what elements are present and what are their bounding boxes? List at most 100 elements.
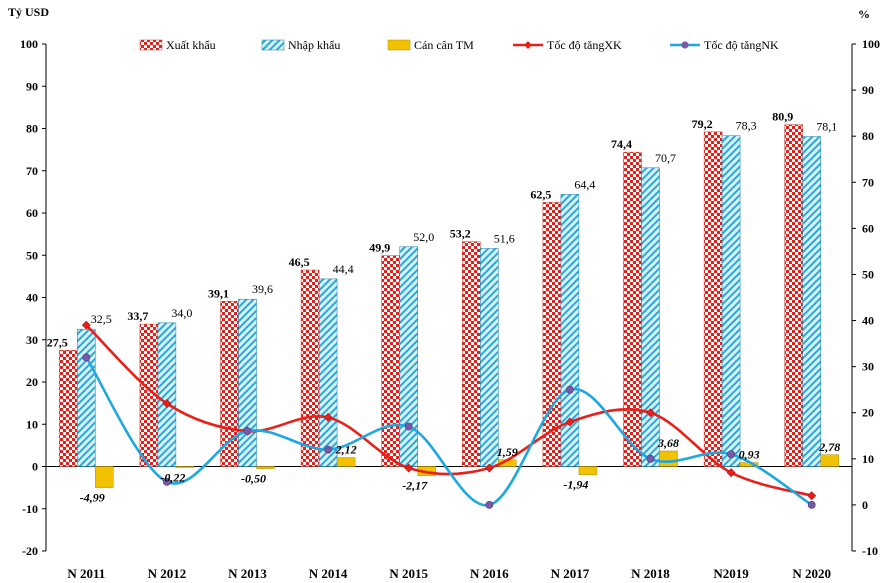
right-tick-label: 70 (862, 175, 874, 189)
bar-nhap-khau (77, 328, 96, 467)
left-axis-unit: Tỷ USD (8, 5, 49, 19)
legend-label: Xuất khẩu (166, 38, 216, 52)
label-xuat-khau: 27,5 (47, 335, 68, 349)
label-nhap-khau: 64,4 (574, 177, 595, 191)
right-tick-label: 10 (862, 452, 874, 466)
right-tick-label: 100 (862, 37, 880, 51)
legend-swatch (261, 39, 285, 51)
legend-label: Cán cân TM (414, 38, 474, 52)
legend-swatch (387, 39, 411, 51)
category-label: N 2011 (67, 566, 105, 581)
label-can-can: 3,68 (657, 436, 679, 450)
left-tick-label: 20 (26, 375, 38, 389)
label-xuat-khau: 46,5 (289, 255, 310, 269)
category-label: N 2012 (148, 566, 187, 581)
label-xuat-khau: 49,9 (369, 241, 390, 255)
label-can-can: -1,94 (563, 478, 588, 492)
bar-xuat-khau (703, 131, 723, 467)
label-nhap-khau: 34,0 (171, 306, 192, 320)
label-nhap-khau: 51,6 (494, 231, 515, 245)
bar-nhap-khau (802, 136, 821, 467)
right-tick-label: 50 (862, 267, 874, 281)
bar-xuat-khau (381, 255, 400, 467)
right-tick-label: 20 (862, 406, 874, 420)
marker-toc-do-nk (807, 501, 816, 509)
left-tick-label: 10 (26, 417, 38, 431)
left-tick-label: 90 (26, 79, 38, 93)
label-xuat-khau: 62,5 (530, 187, 551, 201)
legend-marker (681, 41, 689, 49)
bar-xuat-khau (59, 350, 78, 467)
left-tick-label: 100 (20, 37, 38, 51)
marker-toc-do-xk (807, 491, 817, 501)
bar-nhap-khau (721, 135, 741, 467)
category-label: N 2020 (792, 566, 831, 581)
label-xuat-khau: 33,7 (127, 309, 148, 323)
marker-toc-do-xk (565, 417, 575, 427)
label-can-can: -0,22 (160, 470, 185, 484)
label-can-can: 1,59 (497, 445, 518, 459)
left-tick-label: 80 (26, 122, 38, 136)
marker-toc-do-xk (646, 408, 655, 418)
label-xuat-khau: 74,4 (611, 137, 632, 151)
marker-toc-do-nk (485, 501, 494, 509)
label-nhap-khau: 39,6 (252, 282, 273, 296)
bar-nhap-khau (641, 167, 660, 467)
category-label: N 2014 (309, 566, 348, 581)
left-tick-label: 30 (26, 333, 38, 347)
bar-can-can (175, 466, 195, 468)
legend-swatch (139, 39, 163, 51)
marker-toc-do-nk (646, 454, 655, 463)
legend-label: Tốc độ tăngNK (704, 38, 779, 52)
bar-nhap-khau (560, 194, 580, 467)
label-can-can: 2,78 (818, 440, 840, 454)
bar-can-can (95, 466, 114, 488)
bar-nhap-khau (157, 322, 177, 467)
label-can-can: 2,12 (335, 443, 357, 457)
bar-xuat-khau (784, 124, 803, 467)
legend-label: Tốc độ tăngXK (547, 38, 622, 52)
category-label: N 2016 (470, 566, 509, 581)
legend-marker (524, 41, 532, 49)
label-can-can: -2,17 (402, 479, 428, 493)
data-labels-layer: 27,5 33,7 39,1 46,5 49,9 53,2 62,5 74,4 79,2 80,9… (47, 110, 840, 505)
bar-nhap-khau (399, 246, 418, 467)
bar-can-can (578, 466, 598, 475)
category-label: N2019 (713, 566, 749, 581)
bars-layer (59, 124, 839, 488)
marker-toc-do-nk (727, 450, 735, 459)
axes-layer: 1009080706050403020100-10-20100908070605… (8, 5, 880, 581)
label-can-can: -4,99 (80, 491, 105, 505)
label-xuat-khau: 79,2 (692, 117, 713, 131)
left-tick-label: 50 (26, 248, 38, 262)
lines-layer (81, 320, 817, 509)
line-toc-do-xk (85, 324, 813, 497)
label-nhap-khau: 78,3 (736, 119, 757, 133)
left-tick-label: -10 (22, 502, 38, 516)
bar-xuat-khau (623, 151, 642, 467)
category-label: N 2013 (228, 566, 267, 581)
label-xuat-khau: 53,2 (450, 227, 471, 241)
marker-toc-do-xk (81, 320, 91, 330)
bar-nhap-khau (238, 298, 257, 467)
right-axis-unit: % (858, 7, 870, 21)
marker-toc-do-nk (82, 353, 91, 362)
right-tick-label: 80 (862, 129, 874, 143)
line-toc-do-nk (85, 356, 813, 507)
marker-toc-do-xk (726, 468, 736, 478)
marker-toc-do-xk (484, 463, 494, 473)
legend: Xuất khẩu Nhập khẩu Cán cân TM Tốc độ tăngX… (139, 38, 779, 52)
marker-toc-do-xk (162, 399, 172, 408)
right-tick-label: 60 (862, 221, 874, 235)
label-nhap-khau: 44,4 (333, 262, 354, 276)
right-tick-label: 90 (862, 83, 874, 97)
left-tick-label: 40 (26, 291, 38, 305)
bar-can-can (659, 450, 678, 467)
left-tick-label: 60 (26, 206, 38, 220)
marker-toc-do-nk (404, 422, 413, 431)
right-tick-label: 0 (862, 498, 868, 512)
label-nhap-khau: 70,7 (655, 151, 676, 165)
category-label: N 2018 (631, 566, 670, 581)
right-tick-label: -10 (862, 544, 878, 558)
